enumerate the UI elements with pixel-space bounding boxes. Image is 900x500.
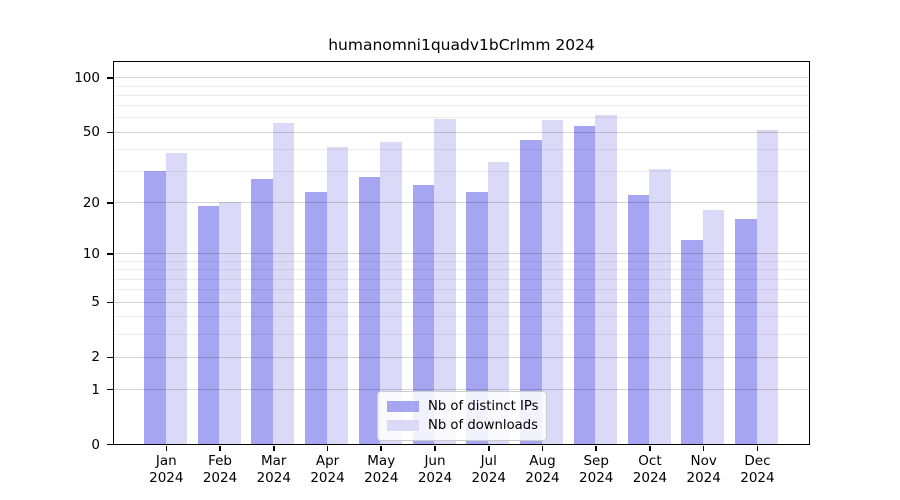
bar-distinct-ips-feb — [197, 206, 220, 444]
y-tick-label-0: 0 — [91, 436, 100, 453]
gridline-minor-80 — [114, 94, 809, 96]
x-tick-label-nov: Nov 2024 — [686, 452, 721, 487]
bar-distinct-ips-aug — [520, 139, 542, 444]
legend-label-distinct-ips: Nb of distinct IPs — [428, 399, 539, 414]
gridline-minor-70 — [114, 105, 809, 107]
bar-downloads-oct — [649, 168, 671, 444]
x-tick-label-apr: Apr 2024 — [310, 452, 345, 487]
gridline-50 — [114, 131, 809, 133]
y-tick-label-1: 1 — [91, 381, 100, 398]
y-tick-mark-5 — [107, 301, 113, 304]
x-tick-mark-apr — [326, 445, 329, 451]
bar-downloads-aug — [541, 120, 564, 444]
bar-downloads-dec — [756, 130, 779, 444]
legend-item-distinct-ips: Nb of distinct IPs — [387, 399, 539, 414]
bar-downloads-nov — [702, 210, 725, 444]
bar-distinct-ips-oct — [627, 194, 650, 444]
legend: Nb of distinct IPs Nb of downloads — [377, 391, 547, 441]
bar-downloads-feb — [219, 202, 241, 444]
y-tick-mark-100 — [107, 77, 113, 79]
bar-downloads-sep — [595, 114, 617, 444]
bar-distinct-ips-jun — [412, 185, 435, 444]
bar-distinct-ips-may — [358, 176, 381, 444]
bar-distinct-ips-jan — [144, 171, 166, 444]
x-tick-label-sep: Sep 2024 — [579, 452, 614, 487]
bar-distinct-ips-nov — [681, 240, 703, 444]
chart-title: humanomni1quadv1bCrlmm 2024 — [328, 36, 595, 54]
x-tick-label-mar: Mar 2024 — [256, 452, 291, 487]
bar-downloads-may — [380, 141, 402, 444]
bar-downloads-jun — [434, 118, 456, 444]
x-tick-label-oct: Oct 2024 — [632, 452, 668, 487]
x-tick-mark-jan — [165, 445, 168, 451]
bar-distinct-ips-apr — [305, 191, 327, 444]
gridline-minor-30 — [114, 171, 809, 173]
legend-swatch-distinct-ips — [387, 401, 419, 412]
legend-item-downloads: Nb of downloads — [387, 418, 538, 433]
bar-distinct-ips-jul — [466, 191, 488, 444]
bar-distinct-ips-dec — [735, 218, 757, 444]
gridline-minor-60 — [114, 117, 809, 119]
x-tick-mark-feb — [219, 445, 221, 451]
y-tick-mark-1 — [107, 388, 113, 391]
x-tick-mark-sep — [595, 445, 597, 451]
legend-swatch-downloads — [387, 420, 419, 431]
x-tick-mark-oct — [649, 445, 651, 451]
y-tick-mark-10 — [107, 253, 113, 256]
y-tick-label-5: 5 — [91, 294, 100, 311]
gridline-minor-40 — [114, 148, 809, 150]
x-tick-label-jul: Jul 2024 — [471, 452, 506, 487]
x-tick-label-aug: Aug 2024 — [525, 452, 560, 487]
bar-distinct-ips-sep — [573, 125, 596, 444]
legend-label-downloads: Nb of downloads — [428, 418, 538, 433]
y-tick-mark-2 — [107, 356, 113, 359]
y-tick-mark-20 — [107, 202, 113, 204]
y-tick-label-2: 2 — [91, 349, 100, 366]
x-tick-mark-may — [380, 445, 383, 451]
x-tick-mark-aug — [541, 445, 544, 451]
bar-downloads-apr — [326, 147, 349, 444]
bar-downloads-mar — [272, 122, 295, 444]
y-tick-mark-0 — [107, 443, 113, 446]
bar-downloads-jul — [487, 161, 510, 444]
x-tick-label-feb: Feb 2024 — [202, 452, 238, 487]
x-tick-mark-nov — [702, 445, 705, 451]
x-tick-mark-mar — [272, 445, 275, 451]
y-tick-label-20: 20 — [82, 194, 100, 211]
x-tick-label-dec: Dec 2024 — [740, 452, 775, 487]
x-tick-label-may: May 2024 — [364, 452, 399, 487]
x-tick-mark-jun — [434, 445, 436, 451]
x-tick-label-jun: Jun 2024 — [417, 452, 453, 487]
x-tick-label-jan: Jan 2024 — [149, 452, 184, 487]
bar-downloads-jan — [165, 153, 187, 444]
y-tick-label-50: 50 — [82, 124, 100, 141]
y-tick-mark-50 — [107, 131, 113, 134]
x-tick-mark-dec — [756, 445, 759, 451]
gridline-100 — [114, 77, 809, 79]
bar-distinct-ips-mar — [251, 179, 273, 444]
plot-area — [113, 61, 810, 445]
x-tick-mark-jul — [487, 445, 490, 451]
y-tick-label-10: 10 — [82, 246, 100, 263]
y-tick-label-100: 100 — [74, 70, 100, 87]
gridline-minor-90 — [114, 85, 809, 87]
